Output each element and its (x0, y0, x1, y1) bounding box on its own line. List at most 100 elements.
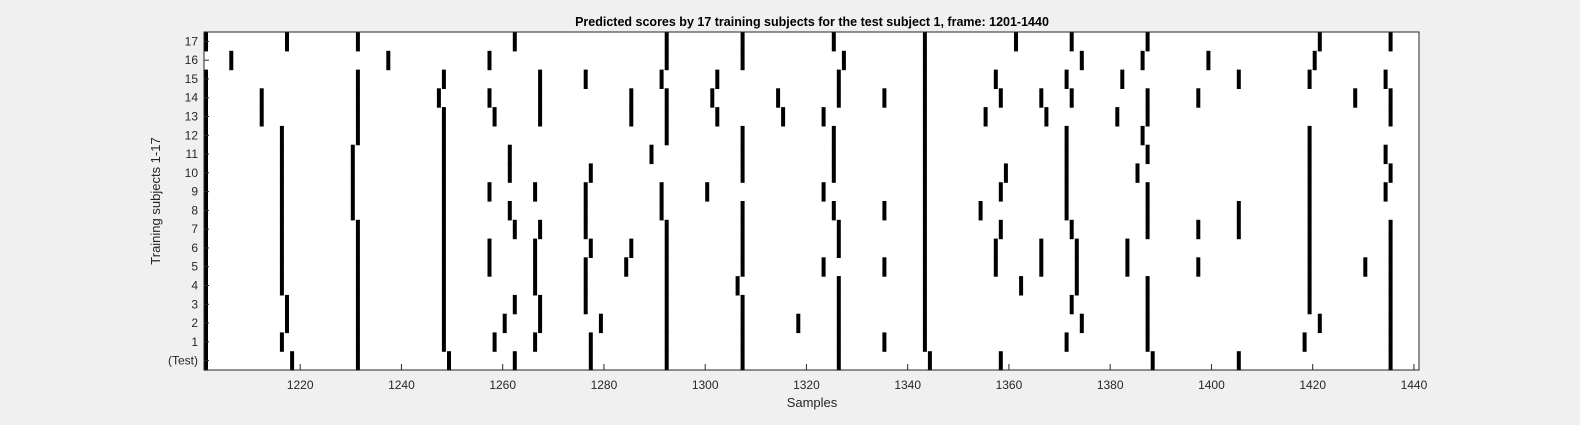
y-tick-label: 1 (191, 335, 198, 349)
event-mark (441, 219, 446, 240)
event-mark (355, 238, 360, 258)
event-mark (922, 107, 927, 127)
event-mark (1383, 144, 1388, 165)
event-mark (355, 351, 360, 371)
event-mark (1307, 125, 1312, 146)
event-mark (664, 313, 669, 334)
y-tick-label: 8 (191, 203, 198, 217)
event-mark (1064, 163, 1069, 183)
event-mark (1307, 257, 1312, 277)
event-mark (1206, 50, 1211, 71)
event-mark (1145, 107, 1150, 127)
event-mark (492, 107, 497, 127)
event-mark (978, 201, 983, 221)
y-tick-label: 9 (191, 185, 198, 199)
event-mark (1388, 32, 1393, 52)
event-mark (538, 313, 543, 334)
event-mark (1145, 182, 1150, 202)
x-axis: 1220 1240 1260 1280 1300 1320 1340 1360 1380 1400… (287, 364, 1428, 392)
event-mark (1307, 294, 1312, 315)
event-mark (583, 201, 588, 221)
event-mark (538, 69, 543, 89)
event-mark (1383, 182, 1388, 202)
y-tick-label: 13 (185, 110, 199, 124)
event-mark (279, 125, 284, 146)
event-mark (922, 32, 927, 52)
plot-area (204, 32, 1419, 370)
event-mark (1388, 88, 1393, 108)
event-mark (583, 294, 588, 315)
event-mark (1140, 125, 1145, 146)
event-mark (922, 332, 927, 352)
event-mark (781, 107, 786, 127)
event-mark (1388, 294, 1393, 315)
event-mark (740, 32, 745, 52)
x-tick-label: 1300 (692, 378, 719, 392)
event-mark (1074, 276, 1079, 296)
y-tick-label: 10 (185, 166, 199, 180)
event-mark (1019, 276, 1024, 296)
x-tick-label: 1240 (388, 378, 415, 392)
event-mark (355, 219, 360, 240)
event-mark (841, 50, 846, 71)
event-mark (1120, 69, 1125, 89)
event-mark (664, 332, 669, 352)
event-mark (922, 201, 927, 221)
event-mark (1145, 144, 1150, 165)
event-mark (279, 144, 284, 165)
event-mark (740, 332, 745, 352)
event-mark (1003, 163, 1008, 183)
event-mark (588, 238, 593, 258)
event-mark (836, 351, 841, 371)
event-mark (441, 332, 446, 352)
event-mark (355, 69, 360, 89)
event-mark (583, 182, 588, 202)
event-mark (1074, 238, 1079, 258)
event-mark (1145, 313, 1150, 334)
event-mark (436, 88, 441, 108)
event-mark (290, 351, 295, 371)
event-mark (1388, 257, 1393, 277)
event-mark (1150, 351, 1155, 371)
event-mark (1145, 32, 1150, 52)
event-mark (740, 294, 745, 315)
event-mark (740, 313, 745, 334)
y-tick-label: 16 (185, 53, 199, 67)
event-mark (1069, 88, 1074, 108)
event-mark (1145, 201, 1150, 221)
event-mark (1064, 144, 1069, 165)
x-tick-label: 1280 (591, 378, 618, 392)
event-mark (487, 238, 492, 258)
event-mark (1125, 238, 1130, 258)
event-mark (836, 238, 841, 258)
event-mark (1064, 69, 1069, 89)
event-mark (624, 257, 629, 277)
event-mark (538, 88, 543, 108)
event-mark (355, 107, 360, 127)
event-mark (583, 276, 588, 296)
event-mark (710, 88, 715, 108)
event-mark (993, 257, 998, 277)
event-mark (821, 107, 826, 127)
event-mark (664, 351, 669, 371)
event-mark (1307, 163, 1312, 183)
event-mark (664, 32, 669, 52)
event-mark (583, 257, 588, 277)
event-mark (922, 276, 927, 296)
event-mark (1145, 294, 1150, 315)
event-mark (629, 238, 634, 258)
event-mark (1196, 88, 1201, 108)
event-mark (1388, 351, 1393, 371)
event-mark (1196, 219, 1201, 240)
event-mark (588, 163, 593, 183)
event-mark (1236, 351, 1241, 371)
event-mark (583, 69, 588, 89)
event-mark (659, 69, 664, 89)
event-mark (588, 332, 593, 352)
event-mark (664, 276, 669, 296)
event-mark (355, 125, 360, 146)
event-mark (922, 294, 927, 315)
event-mark (1307, 201, 1312, 221)
event-mark (1317, 32, 1322, 52)
